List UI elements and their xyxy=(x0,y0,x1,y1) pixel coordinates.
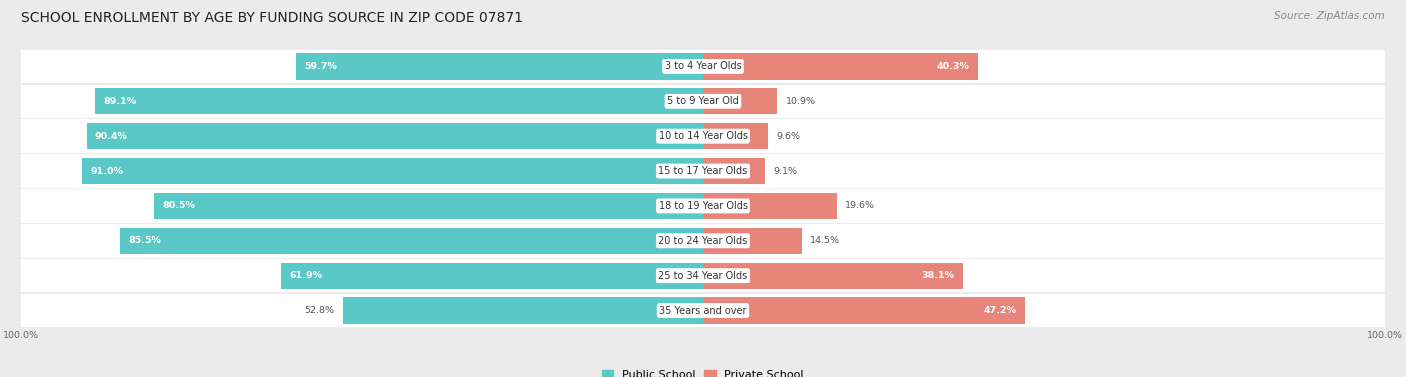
Text: 15 to 17 Year Olds: 15 to 17 Year Olds xyxy=(658,166,748,176)
FancyBboxPatch shape xyxy=(7,294,1399,327)
Text: 85.5%: 85.5% xyxy=(128,236,162,245)
Text: 90.4%: 90.4% xyxy=(94,132,128,141)
Bar xyxy=(703,123,769,149)
Text: 40.3%: 40.3% xyxy=(936,62,970,71)
Text: 35 Years and over: 35 Years and over xyxy=(659,305,747,316)
Text: 9.6%: 9.6% xyxy=(776,132,800,141)
Bar xyxy=(295,54,703,80)
Text: 52.8%: 52.8% xyxy=(305,306,335,315)
FancyBboxPatch shape xyxy=(7,189,1399,223)
Text: 80.5%: 80.5% xyxy=(162,201,195,210)
FancyBboxPatch shape xyxy=(7,84,1399,118)
Text: 10.9%: 10.9% xyxy=(786,97,815,106)
Bar xyxy=(703,54,977,80)
Text: 10 to 14 Year Olds: 10 to 14 Year Olds xyxy=(658,131,748,141)
Text: SCHOOL ENROLLMENT BY AGE BY FUNDING SOURCE IN ZIP CODE 07871: SCHOOL ENROLLMENT BY AGE BY FUNDING SOUR… xyxy=(21,11,523,25)
Text: 91.0%: 91.0% xyxy=(90,167,124,176)
Text: Source: ZipAtlas.com: Source: ZipAtlas.com xyxy=(1274,11,1385,21)
Bar xyxy=(703,297,1025,323)
Bar xyxy=(703,263,963,289)
Text: 25 to 34 Year Olds: 25 to 34 Year Olds xyxy=(658,271,748,281)
Text: 89.1%: 89.1% xyxy=(104,97,136,106)
Text: 9.1%: 9.1% xyxy=(773,167,797,176)
Bar xyxy=(155,193,703,219)
Bar xyxy=(120,228,703,254)
FancyBboxPatch shape xyxy=(7,120,1399,153)
Text: 5 to 9 Year Old: 5 to 9 Year Old xyxy=(666,96,740,106)
Text: 61.9%: 61.9% xyxy=(290,271,322,280)
Legend: Public School, Private School: Public School, Private School xyxy=(599,367,807,377)
Text: 3 to 4 Year Olds: 3 to 4 Year Olds xyxy=(665,61,741,72)
Text: 14.5%: 14.5% xyxy=(810,236,839,245)
Bar xyxy=(83,158,703,184)
Text: 20 to 24 Year Olds: 20 to 24 Year Olds xyxy=(658,236,748,246)
FancyBboxPatch shape xyxy=(7,224,1399,257)
Bar xyxy=(96,88,703,114)
Bar xyxy=(703,228,801,254)
Text: 38.1%: 38.1% xyxy=(921,271,955,280)
Text: 18 to 19 Year Olds: 18 to 19 Year Olds xyxy=(658,201,748,211)
FancyBboxPatch shape xyxy=(7,50,1399,83)
FancyBboxPatch shape xyxy=(7,154,1399,188)
Bar xyxy=(703,158,765,184)
Text: 19.6%: 19.6% xyxy=(845,201,875,210)
Bar xyxy=(87,123,703,149)
Text: 59.7%: 59.7% xyxy=(304,62,337,71)
Bar xyxy=(343,297,703,323)
Bar xyxy=(281,263,703,289)
Bar xyxy=(703,193,837,219)
Text: 47.2%: 47.2% xyxy=(984,306,1017,315)
Bar xyxy=(703,88,778,114)
FancyBboxPatch shape xyxy=(7,259,1399,293)
